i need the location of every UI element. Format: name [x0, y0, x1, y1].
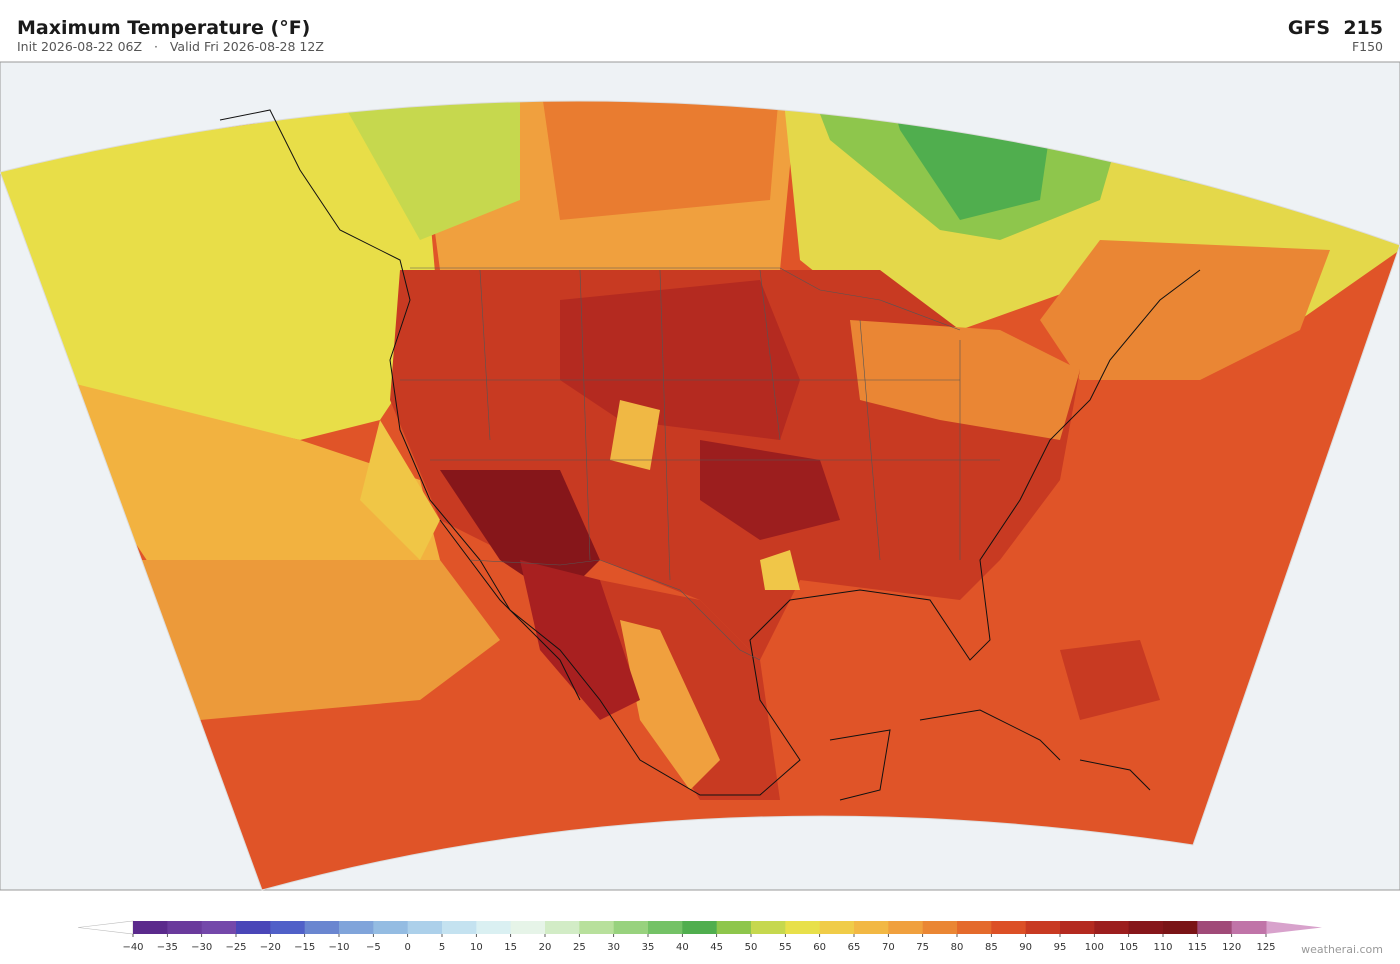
title: Maximum Temperature (°F)	[17, 17, 310, 39]
colorbar-tick-label: −20	[260, 942, 281, 953]
colorbar-segment	[922, 921, 958, 934]
colorbar-tick-label: −40	[122, 942, 143, 953]
colorbar-tick-label: 0	[404, 942, 410, 953]
colorbar-segment	[716, 921, 752, 934]
borders	[400, 267, 1000, 661]
colorbar-tick-label: 25	[573, 942, 586, 953]
forecast-hour: F150	[1352, 39, 1383, 54]
colorbar-tick-label: −25	[225, 942, 246, 953]
temperature-field	[0, 101, 1400, 890]
colorbar-segment	[1094, 921, 1130, 934]
colorbar-segment	[476, 921, 512, 934]
colorbar-segment	[442, 921, 477, 934]
colorbar-segment	[1197, 921, 1233, 934]
colorbar: −40 −35 −30 −25 −20 −15 −10 −5 0 5 10 15 20 25 30 35 40 4…	[77, 920, 1322, 953]
colorbar-tick-label: 10	[470, 942, 483, 953]
colorbar-tick-label: 60	[813, 942, 826, 953]
colorbar-segment	[236, 921, 271, 934]
colorbar-tick-label: 15	[504, 942, 517, 953]
colorbar-tick-label: −30	[191, 942, 212, 953]
colorbar-segment	[133, 921, 168, 934]
colorbar-tick-label: 30	[607, 942, 620, 953]
colorbar-under	[77, 920, 134, 935]
colorbar-tick-label: 125	[1256, 942, 1275, 953]
colorbar-segment	[510, 921, 546, 934]
colorbar-tick-label: 35	[642, 942, 655, 953]
colorbar-segment	[819, 921, 855, 934]
colorbar-tick-label: 50	[745, 942, 758, 953]
map	[0, 61, 1400, 891]
colorbar-tick-label: 110	[1153, 942, 1172, 953]
colorbar-tick-label: −5	[366, 942, 381, 953]
colorbar-segment	[1025, 921, 1061, 934]
colorbar-tick-label: 80	[951, 942, 964, 953]
colorbar-tick-label: 100	[1085, 942, 1104, 953]
colorbar-segment	[167, 921, 203, 934]
colorbar-segment	[648, 921, 683, 934]
colorbar-tick-label: −35	[157, 942, 178, 953]
colorbar-segment	[613, 921, 649, 934]
colorbar-segment	[373, 921, 409, 934]
colorbar-segment	[1231, 921, 1267, 934]
colorbar-segment	[888, 921, 924, 934]
colorbar-tick-label: 55	[779, 942, 792, 953]
colorbar-tick-label: 95	[1054, 942, 1067, 953]
colorbar-tick-label: 90	[1019, 942, 1032, 953]
subtitle: Init 2026-08-22 06Z · Valid Fri 2026-08-…	[17, 39, 324, 54]
model: GFS 215	[1288, 17, 1383, 39]
colorbar-tick-label: −10	[328, 942, 349, 953]
colorbar-tick-label: 85	[985, 942, 998, 953]
colorbar-tick-label: 45	[710, 942, 723, 953]
colorbar-segment	[545, 921, 580, 934]
colorbar-segment	[1060, 921, 1095, 934]
colorbar-segment	[270, 921, 306, 934]
colorbar-segment	[785, 921, 821, 934]
colorbar-segment	[854, 921, 889, 934]
colorbar-segment	[304, 921, 340, 934]
colorbar-tick-label: 120	[1222, 942, 1241, 953]
colorbar-segment	[579, 921, 615, 934]
colorbar-segment	[751, 921, 786, 934]
colorbar-tick-label: 115	[1188, 942, 1207, 953]
colorbar-over	[1266, 921, 1322, 934]
colorbar-tick-label: 105	[1119, 942, 1138, 953]
colorbar-segment	[682, 921, 718, 934]
colorbar-segment	[991, 921, 1027, 934]
colorbar-segment	[339, 921, 374, 934]
colorbar-segment	[407, 921, 443, 934]
colorbar-tick-label: −15	[294, 942, 315, 953]
colorbar-segment	[1163, 921, 1198, 934]
credit: weatherai.com	[1301, 943, 1383, 956]
colorbar-segment	[201, 921, 237, 934]
colorbar-tick-label: 40	[676, 942, 689, 953]
colorbar-tick-label: 70	[882, 942, 895, 953]
colorbar-tick-label: 5	[439, 942, 445, 953]
colorbar-tick-label: 75	[916, 942, 929, 953]
colorbar-segment	[957, 921, 992, 934]
colorbar-tick-label: 65	[848, 942, 861, 953]
colorbar-tick-label: 20	[539, 942, 552, 953]
colorbar-segment	[1128, 921, 1164, 934]
